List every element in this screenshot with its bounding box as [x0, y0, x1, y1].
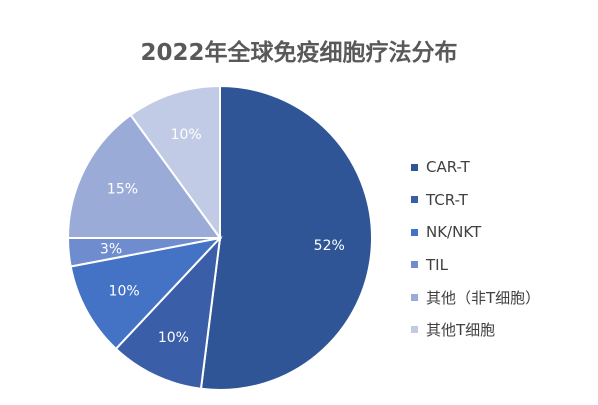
- legend: CAR-T TCR-T NK/NKT TIL 其他（非T细胞） 其他T细胞: [411, 151, 540, 346]
- legend-swatch-5: [411, 326, 418, 334]
- legend-swatch-3: [411, 261, 418, 269]
- legend-label-1: TCR-T: [426, 190, 468, 209]
- data-label-1: 10%: [158, 330, 189, 346]
- legend-label-4: 其他（非T细胞）: [426, 288, 541, 307]
- legend-swatch-4: [411, 293, 418, 301]
- legend-swatch-1: [411, 196, 418, 204]
- data-label-3: 3%: [100, 241, 122, 257]
- legend-label-2: NK/NKT: [426, 223, 482, 242]
- legend-item-3: TIL: [411, 249, 540, 282]
- legend-item-0: CAR-T: [411, 151, 540, 184]
- pie-slice-1: [114, 235, 222, 390]
- data-label-0: 52%: [314, 238, 345, 254]
- data-label-5: 10%: [171, 127, 202, 143]
- legend-item-4: 其他（非T细胞）: [411, 281, 540, 314]
- legend-item-2: NK/NKT: [411, 216, 540, 249]
- data-label-4: 15%: [107, 181, 138, 197]
- pie-slice-2: [69, 236, 223, 351]
- data-label-2: 10%: [109, 284, 140, 300]
- pie-slice-0: [199, 84, 373, 391]
- legend-item-1: TCR-T: [411, 184, 540, 217]
- legend-swatch-2: [411, 228, 418, 236]
- legend-label-3: TIL: [426, 255, 448, 274]
- legend-swatch-0: [411, 163, 418, 171]
- legend-label-5: 其他T细胞: [426, 321, 496, 340]
- legend-label-0: CAR-T: [426, 158, 470, 177]
- legend-item-5: 其他T细胞: [411, 314, 540, 347]
- pie-slice-4: [66, 113, 222, 239]
- pie-slice-5: [129, 84, 221, 242]
- chart-title: 2022年全球免疫细胞疗法分布: [140, 40, 458, 66]
